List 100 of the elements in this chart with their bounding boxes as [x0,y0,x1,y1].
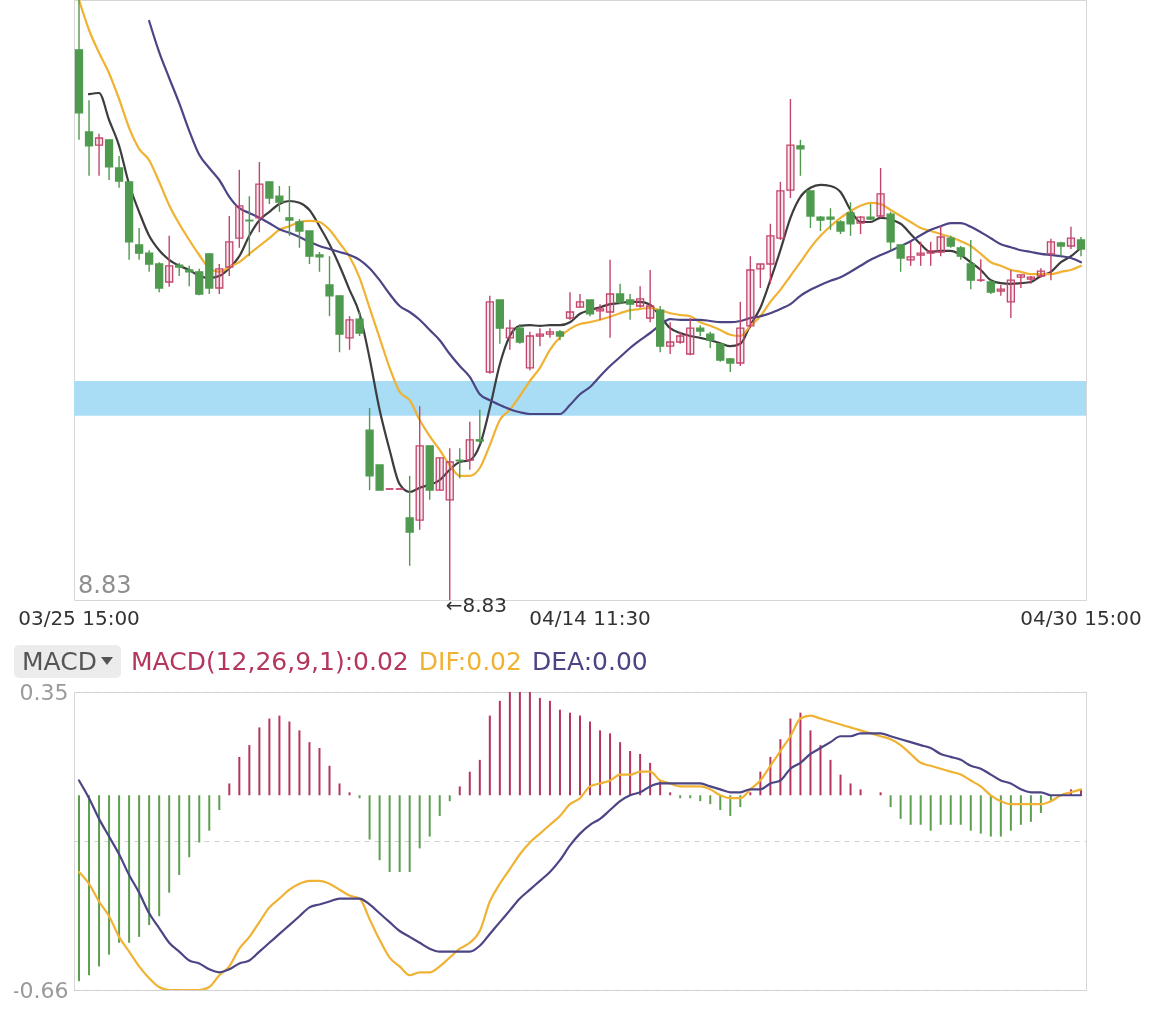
y-tick-label: 0.35 [19,679,69,705]
candlestick [465,421,474,471]
bar [348,792,351,796]
candlestick [936,225,945,257]
bar [909,795,912,825]
bar [338,783,341,796]
bar [669,792,672,796]
bar [88,795,91,976]
bar [959,795,962,825]
candlestick [145,249,154,273]
candlestick [1026,275,1036,285]
x-tick-label: 04/30 15:00 [1020,605,1142,630]
candlestick [285,185,294,237]
candlestick [405,475,414,567]
bar [318,748,321,796]
bar [508,692,511,796]
bar [829,759,832,796]
candlestick [515,323,525,345]
bar [799,712,802,796]
bar [238,756,241,796]
bar [609,733,612,796]
candlestick [255,161,264,233]
text: DEA:0.00 [531,646,648,676]
candlestick [1046,238,1056,281]
candlestick [756,263,765,289]
bar [138,795,141,937]
candlestick [565,291,575,321]
bar [919,795,922,825]
candlestick [776,181,785,241]
candlestick [916,241,925,267]
candlestick [746,255,755,329]
text: MACD [22,646,97,676]
bar [428,795,431,837]
bar [208,795,211,831]
bar [889,795,892,808]
bar [488,715,491,796]
candlestick [575,293,585,309]
bar [378,795,381,861]
candlestick [94,133,104,177]
candlestick [165,235,174,288]
candlestick [766,223,775,285]
candlestick [635,285,645,309]
bar [188,795,191,858]
bar [218,795,221,811]
candlestick [996,284,1005,297]
candlestick [225,215,234,277]
candlestick [535,327,545,347]
candlestick [736,301,745,367]
candlestick [195,268,204,296]
candlestick [666,321,675,355]
candlestick [876,167,885,219]
bar [929,795,932,831]
bar [408,795,411,872]
candlestick [786,98,795,199]
bar [589,721,592,796]
bar [78,795,81,982]
candlestick [475,409,484,445]
bar [278,715,281,796]
bar [328,765,331,796]
bar [148,795,151,926]
candlestick [235,169,244,249]
candlestick [155,261,164,293]
candlestick [796,139,805,177]
bar [849,783,852,796]
annotation: ←8.83 [445,593,508,617]
candlestick [966,239,975,290]
candlestick [415,405,424,531]
bar [358,795,361,799]
bar [388,795,391,872]
bar [979,795,982,834]
candlestick [345,315,354,351]
candlestick [114,155,124,189]
candlestick [976,258,985,283]
bar [619,742,622,796]
bar [98,795,101,967]
bar [839,774,842,796]
bar [579,715,581,796]
bar [749,792,752,796]
bar [518,692,521,796]
candlestick [1056,241,1066,257]
text: MACD(12,26,9,1):0.02 [130,646,409,676]
bar [729,795,732,816]
candlestick [645,269,655,323]
candlestick [1036,267,1046,279]
bar [528,692,531,796]
bar [969,795,972,831]
candlestick [84,99,94,177]
bar [288,721,291,796]
bar [478,759,481,796]
bar [368,795,371,840]
bar [989,795,992,837]
bar [1009,795,1012,831]
candlestick [134,227,144,261]
candlestick [595,303,605,321]
bar [949,795,952,825]
bar [308,742,311,796]
bar [168,795,171,893]
candlestick [355,311,364,337]
bar [859,789,862,796]
bar [1029,795,1032,822]
